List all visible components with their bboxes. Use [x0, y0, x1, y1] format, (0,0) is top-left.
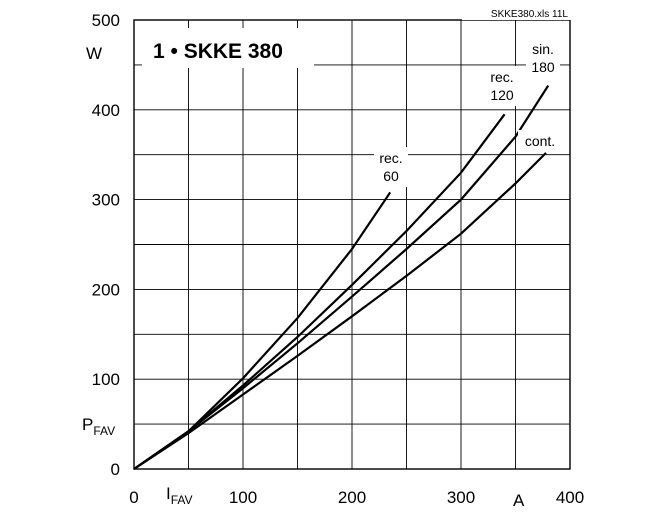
file-tag-box [462, 7, 572, 20]
series-label: 120 [490, 87, 514, 103]
series-label-box [374, 147, 408, 187]
y-tick-label: 100 [92, 370, 120, 389]
y-axis-symbol-main: P [82, 415, 93, 434]
series-label: 180 [531, 59, 555, 75]
y-tick-label: 400 [92, 101, 120, 120]
x-axis-symbol: IFAV [166, 484, 193, 507]
x-axis-symbol-subscript: FAV [171, 493, 193, 507]
series-line [133, 152, 547, 470]
plot-border [133, 19, 571, 470]
x-tick-labels: 0 100 200 300 400 [129, 488, 584, 507]
y-tick-label: 300 [92, 191, 120, 210]
y-tick-label: 500 [92, 11, 120, 30]
x-axis-unit: A [513, 491, 525, 510]
series-label-box [518, 130, 562, 152]
series-label: cont. [525, 133, 555, 149]
series-label: rec. [379, 150, 402, 166]
x-tick-label: 200 [338, 488, 366, 507]
series-label: sin. [532, 41, 554, 57]
grid [134, 20, 570, 469]
series-label-box [526, 38, 560, 78]
x-tick-label: 400 [556, 488, 584, 507]
y-axis-symbol-subscript: FAV [93, 424, 115, 438]
x-tick-label: 300 [447, 488, 475, 507]
x-axis-symbol-main: I [166, 484, 171, 503]
series-line [133, 85, 550, 470]
series-label: rec. [490, 69, 513, 85]
x-tick-label: 0 [129, 488, 138, 507]
title-box [142, 28, 314, 68]
y-axis-unit: W [86, 44, 102, 63]
series-label: 60 [383, 168, 399, 184]
y-axis-symbol: PFAV [82, 415, 115, 438]
chart-title: 1 • SKKE 380 [153, 40, 283, 63]
curves: rec. 60 rec. 120 sin. 180 cont. [133, 38, 562, 470]
x-tick-label: 100 [229, 488, 257, 507]
y-tick-label: 200 [92, 280, 120, 299]
y-tick-labels: 0 100 200 300 400 500 [92, 11, 120, 479]
file-tag: SKKE380.xls 11L [491, 9, 569, 20]
series-label-box [484, 66, 520, 106]
y-tick-label: 0 [111, 460, 120, 479]
